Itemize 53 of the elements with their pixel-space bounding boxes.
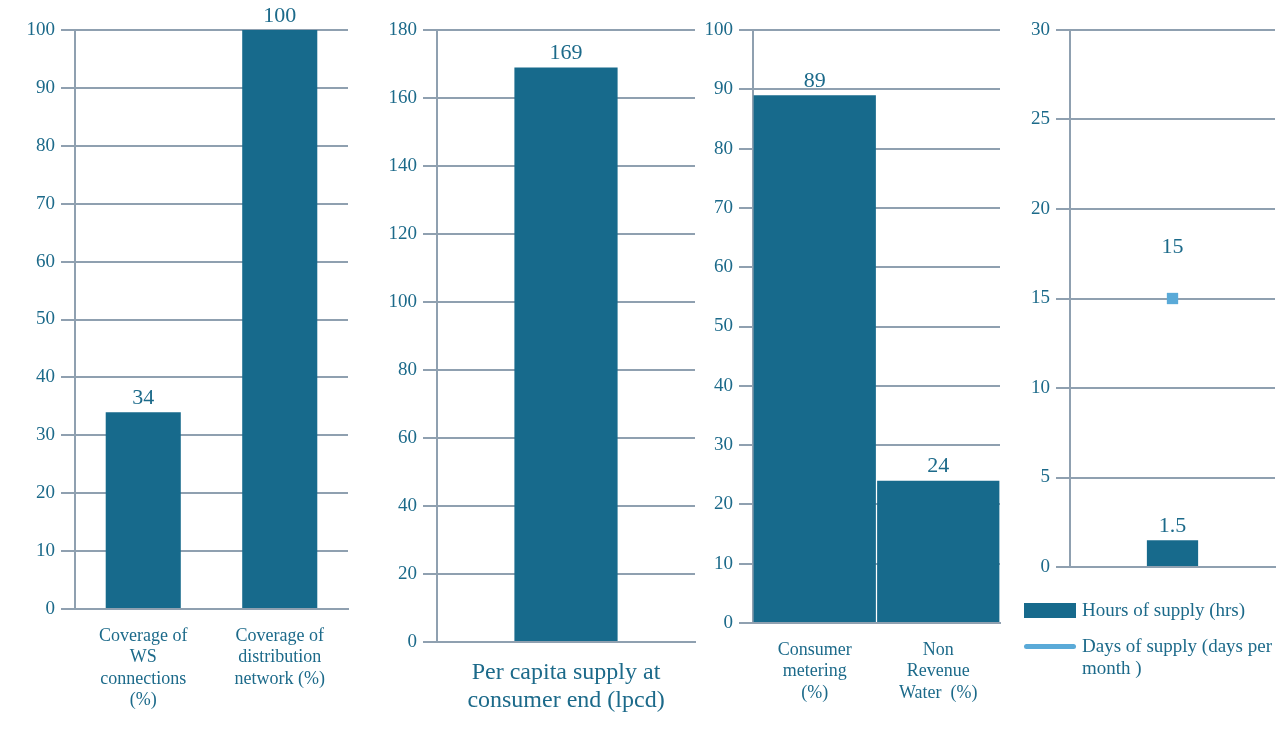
y-tick-label: 30 bbox=[714, 433, 733, 455]
y-tick-label: 100 bbox=[26, 17, 55, 39]
y-tick-label: 10 bbox=[1031, 375, 1050, 397]
data-label: 169 bbox=[549, 39, 583, 65]
y-tick-label: 0 bbox=[723, 610, 733, 632]
y-tick-label: 120 bbox=[388, 221, 417, 243]
y-tick-label: 90 bbox=[714, 77, 733, 99]
x-tick-label: Coverage of distribution network (%) bbox=[234, 624, 325, 689]
y-tick-label: 0 bbox=[407, 629, 417, 651]
y-tick-label: 80 bbox=[398, 357, 417, 379]
y-tick-label: 15 bbox=[1031, 286, 1050, 308]
y-tick-label: 10 bbox=[36, 539, 55, 561]
y-tick-label: 0 bbox=[45, 596, 55, 618]
y-tick-label: 60 bbox=[714, 255, 733, 277]
y-tick-label: 30 bbox=[1031, 17, 1050, 39]
y-tick-label: 60 bbox=[398, 425, 417, 447]
x-tick-label: Non Revenue Water (%) bbox=[898, 638, 978, 703]
y-tick-label: 160 bbox=[388, 85, 417, 107]
legend-label: Days of supply (days per month ) bbox=[1082, 635, 1273, 679]
y-tick-label: 80 bbox=[36, 133, 55, 155]
y-tick-label: 70 bbox=[714, 195, 733, 217]
y-tick-label: 40 bbox=[714, 373, 733, 395]
y-tick-label: 50 bbox=[36, 307, 55, 329]
y-tick-label: 140 bbox=[388, 153, 417, 175]
data-label: 24 bbox=[927, 452, 950, 478]
y-tick-label: 5 bbox=[1040, 465, 1050, 487]
y-tick-label: 20 bbox=[714, 492, 733, 514]
x-tick-label: Coverage of WS connections (%) bbox=[99, 624, 188, 711]
y-tick-label: 100 bbox=[704, 17, 733, 39]
y-tick-label: 20 bbox=[36, 481, 55, 503]
x-tick-label: Per capita supply at consumer end (lpcd) bbox=[467, 657, 665, 713]
data-label: 89 bbox=[803, 67, 826, 93]
y-tick-label: 25 bbox=[1031, 107, 1050, 129]
y-tick-label: 80 bbox=[714, 136, 733, 158]
y-tick-label: 90 bbox=[36, 75, 55, 97]
y-tick-label: 0 bbox=[1040, 554, 1050, 576]
y-tick-label: 50 bbox=[714, 314, 733, 336]
data-label: 1.5 bbox=[1158, 511, 1187, 537]
y-tick-label: 70 bbox=[36, 191, 55, 213]
y-tick-label: 100 bbox=[388, 289, 417, 311]
y-tick-label: 40 bbox=[398, 493, 417, 515]
data-label: 15 bbox=[1161, 233, 1184, 259]
legend-label: Hours of supply (hrs) bbox=[1082, 599, 1246, 621]
y-tick-label: 180 bbox=[388, 17, 417, 39]
y-tick-label: 40 bbox=[36, 365, 55, 387]
y-tick-label: 30 bbox=[36, 423, 55, 445]
y-tick-label: 60 bbox=[36, 249, 55, 271]
y-tick-label: 20 bbox=[1031, 196, 1050, 218]
y-tick-label: 20 bbox=[398, 561, 417, 583]
y-tick-label: 10 bbox=[714, 551, 733, 573]
data-label: 34 bbox=[132, 383, 155, 409]
x-tick-label: Consumer metering (%) bbox=[777, 638, 852, 703]
data-label: 100 bbox=[263, 1, 297, 27]
